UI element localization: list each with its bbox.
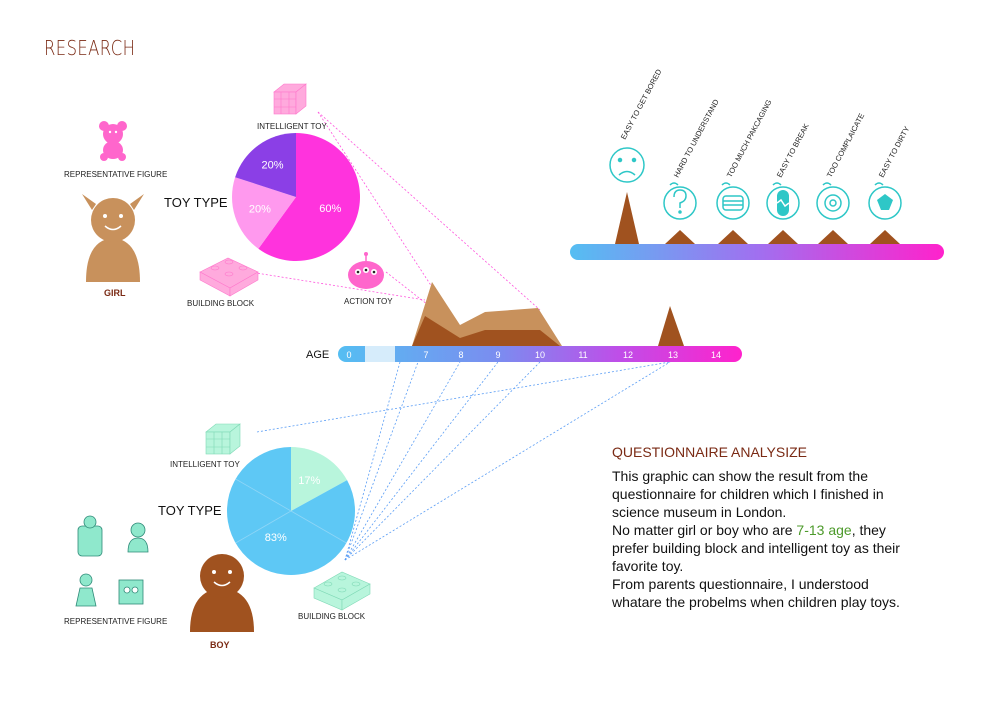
girl-label: GIRL [104,288,126,298]
questionnaire-title: QUESTIONNAIRE ANALYSIZE [612,444,808,460]
problem-peak-4 [768,230,798,244]
age-tick-0: 0 [346,350,351,360]
questionnaire-age-highlight: 7-13 age [796,522,852,538]
problems-chart [570,192,944,260]
boy-connectors [256,361,671,561]
page-title: RESEARCH [44,36,136,60]
problem-peak-2 [665,230,695,244]
questionnaire-line-2-before: No matter girl or boy who are [612,522,797,538]
age-tick-12: 12 [623,350,633,360]
boy-pie-divider-1 [290,510,347,544]
age-tick-10: 10 [535,350,545,360]
packaging-icon [716,186,750,220]
action-toy-alien-icon [348,252,384,289]
questionnaire-line-2-after: , they prefer building block and intelli… [612,522,900,574]
age-distribution-chart [412,282,684,346]
boy-figure-icon [190,554,254,632]
boy-building-block-label: BUILDING BLOCK [298,612,366,621]
age-area-peak-13 [658,306,684,346]
problem-peak-6 [870,230,900,244]
boy-label: BOY [210,640,230,650]
problem-label-3: TOO MUCH PAKCAGING [725,98,774,179]
boy-pie-label-1: 17% [298,475,320,487]
age-axis: 0 7 8 9 10 11 12 13 14 [338,346,742,362]
girl-intelligent-toy-label: INTELLIGENT TOY [257,122,327,131]
girl-toy-type-pie: 60% 20% 20% [232,133,360,261]
age-tick-8: 8 [458,350,463,360]
boy-pie-divider-2 [235,510,292,544]
age-tick-11: 11 [578,350,587,360]
girl-building-block-icon [199,257,259,297]
boy-intelligent-toy-cube-icon [205,423,241,455]
boy-toy-type-label: TOY TYPE [158,503,222,518]
boy-pie-slice-1 [291,447,348,511]
boy-building-block-icon [313,571,371,611]
age-tick-9: 9 [495,350,500,360]
complicated-gear-icon [816,186,850,220]
problem-icons [609,147,902,220]
broken-toy-icon [766,186,800,220]
questionnaire-body: This graphic can show the result from th… [612,467,922,611]
girl-pie-label-2: 20% [249,204,271,216]
girl-pie-slice-2 [232,177,296,249]
girl-action-toy-label: ACTION TOY [344,297,393,306]
intelligent-toy-cube-icon [273,83,307,115]
problem-label-5: TOO COMPLAICATE [825,112,866,179]
questionnaire-line-1: This graphic can show the result from th… [612,468,884,520]
girl-toy-type-label: TOY TYPE [164,195,228,210]
age-area-girl-front [412,316,560,346]
age-axis-label: AGE [306,349,330,361]
girl-figure-icon [82,194,144,282]
questionnaire-line-3: From parents questionnaire, I understood… [612,576,900,610]
problem-label-2: HARD TO UNDERSTAND [672,97,721,179]
age-tick-14: 14 [711,350,721,360]
girl-building-block-label: BUILDING BLOCK [187,299,255,308]
girl-pie-label-1: 60% [319,203,341,215]
teddy-bear-icon [99,121,127,161]
girl-pie-label-3: 20% [261,160,283,172]
girl-pie-slice-1 [258,133,360,261]
boy-toy-type-pie: 17% 83% [227,447,355,575]
problem-peak-5 [818,230,848,244]
girl-representative-figure-label: REPRESENTATIVE FIGURE [64,170,168,179]
age-tick-7: 7 [423,350,428,360]
problem-label-6: EASY TO DIRTY [877,125,912,179]
age-tick-13: 13 [668,350,678,360]
questionnaire-line-2: No matter girl or boy who are 7-13 age, … [612,521,922,575]
boy-pie-label-2: 83% [265,532,287,544]
boy-intelligent-toy-label: INTELLIGENT TOY [170,460,240,469]
bored-face-icon [609,147,645,183]
problem-peak-3 [718,230,748,244]
boy-pie-divider-3 [235,478,292,512]
girl-pie-slice-3 [235,133,296,197]
question-mark-icon [663,186,697,220]
boy-representative-figure-label: REPRESENTATIVE FIGURE [64,617,168,626]
problem-peak-1 [615,192,639,244]
boy-representative-figures-icon [75,515,149,607]
problem-label-4: EASY TO BREAK [775,122,811,179]
problem-label-1: EASY TO GET BORED [619,67,664,141]
dirty-icon [868,186,902,220]
